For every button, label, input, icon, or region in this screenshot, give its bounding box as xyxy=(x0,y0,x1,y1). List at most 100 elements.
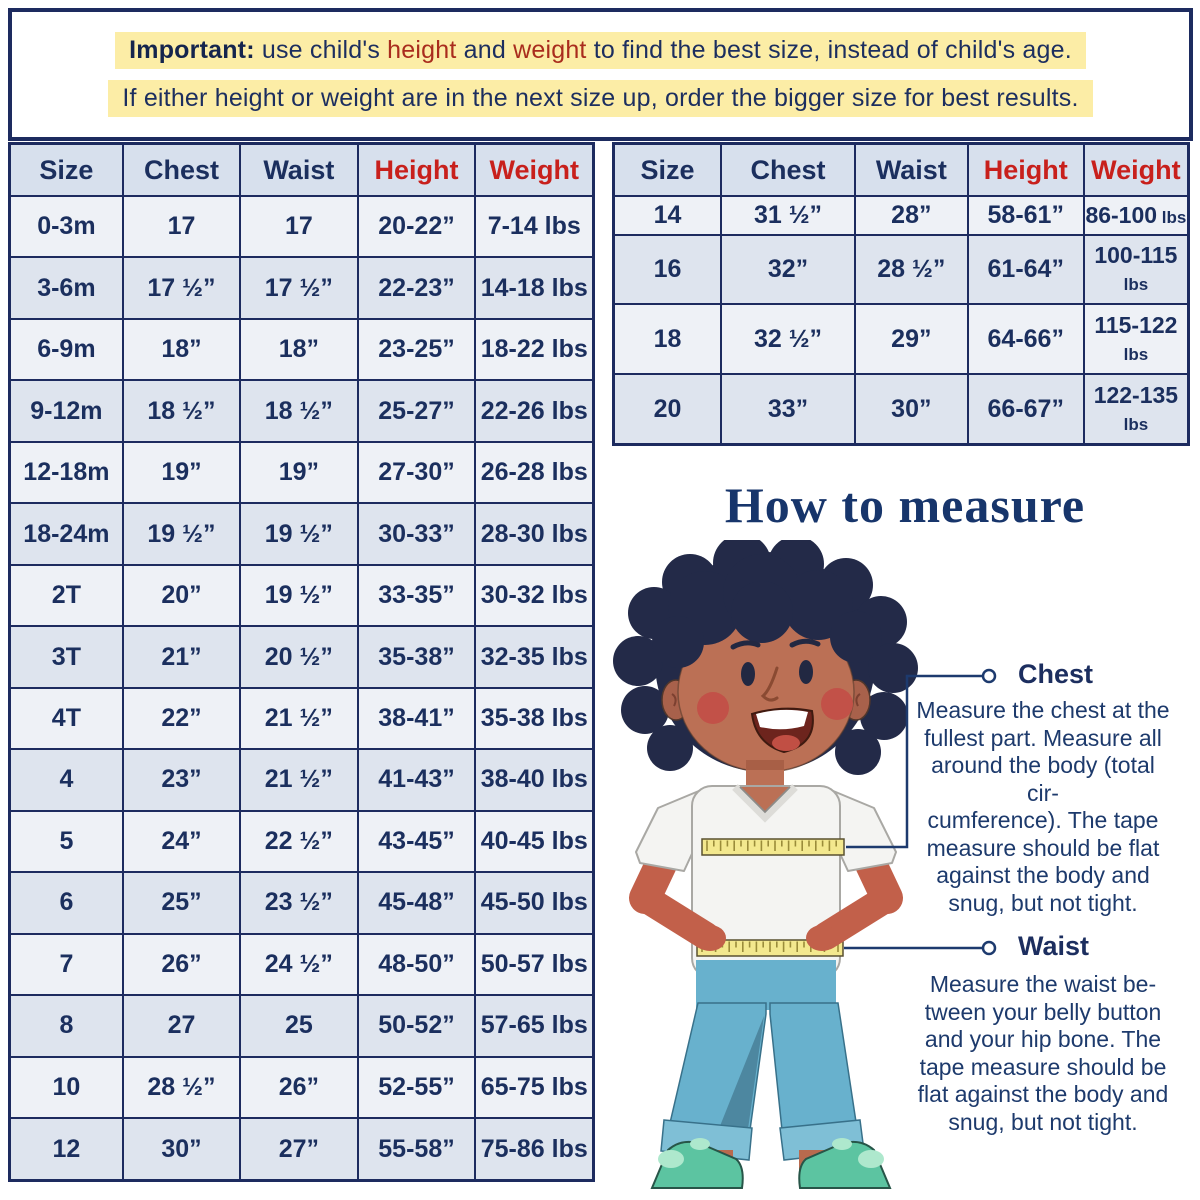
cell-size: 16 xyxy=(612,233,723,306)
cell-chest: 23” xyxy=(121,748,242,812)
header-row: Size Chest Waist Height Weight xyxy=(8,142,595,197)
cell-size: 0-3m xyxy=(8,194,124,259)
table-row: 12-18m 19” 19” 27-30” 26-28 lbs xyxy=(8,440,595,505)
cell-size: 14 xyxy=(612,195,723,236)
table-row: 0-3m 17 17 20-22” 7-14 lbs xyxy=(8,194,595,259)
cell-waist: 17 xyxy=(239,194,359,259)
column-header-weight: Weight xyxy=(1082,142,1190,197)
cell-chest: 17 ½” xyxy=(121,256,242,320)
callout-lines xyxy=(844,674,982,950)
important-note-line2: If either height or weight are in the ne… xyxy=(108,80,1093,117)
cell-size: 4T xyxy=(8,686,124,751)
cell-size: 8 xyxy=(8,994,124,1058)
cell-chest: 18 ½” xyxy=(121,379,242,443)
banner-line1-segment: and xyxy=(456,36,514,64)
cell-height: 66-67” xyxy=(966,373,1085,446)
cell-waist: 22 ½” xyxy=(239,809,359,874)
cheeks xyxy=(697,688,853,724)
cell-height: 22-23” xyxy=(356,256,477,320)
cell-weight: 30-32 lbs xyxy=(474,563,595,628)
cell-weight: 28-30 lbs xyxy=(474,502,595,566)
cell-waist: 26” xyxy=(239,1055,359,1120)
pants xyxy=(660,960,865,1161)
how-to-measure-title: How to measure xyxy=(724,477,1086,533)
cell-height: 58-61” xyxy=(966,195,1085,236)
banner-line1-segments: Important: use child's height and weight… xyxy=(129,36,1072,64)
waist-label: Waist xyxy=(1018,931,1090,961)
cell-height: 25-27” xyxy=(356,379,477,443)
cell-size: 3T xyxy=(8,625,124,689)
table-row: 16 32” 28 ½” 61-64” 100-115 lbs xyxy=(612,233,1190,306)
column-header-size: Size xyxy=(612,142,723,197)
important-note-banner: Important: use child's height and weight… xyxy=(8,8,1193,141)
cell-chest: 25” xyxy=(121,871,242,935)
column-header-size: Size xyxy=(8,142,124,197)
cell-size: 4 xyxy=(8,748,124,812)
cell-size: 6-9m xyxy=(8,317,124,382)
cell-weight: 86-100 lbs xyxy=(1082,195,1190,236)
banner-line1-segment: weight xyxy=(513,36,587,64)
cell-height: 52-55” xyxy=(356,1055,477,1120)
cell-waist: 19 ½” xyxy=(239,563,359,628)
table-row: 7 26” 24 ½” 48-50” 50-57 lbs xyxy=(8,932,595,997)
cell-size: 12 xyxy=(8,1117,124,1182)
weight-unit: lbs xyxy=(1123,345,1149,365)
cell-weight: 7-14 lbs xyxy=(474,194,595,259)
cell-size: 12-18m xyxy=(8,440,124,505)
cell-height: 20-22” xyxy=(356,194,477,259)
mouth xyxy=(750,707,814,754)
cell-chest: 30” xyxy=(121,1117,242,1182)
cell-height: 64-66” xyxy=(966,303,1085,376)
cell-weight: 26-28 lbs xyxy=(474,440,595,505)
cell-size: 5 xyxy=(8,809,124,874)
cell-height: 38-41” xyxy=(356,686,477,751)
cell-size: 2T xyxy=(8,563,124,628)
nose xyxy=(760,666,779,702)
cell-height: 41-43” xyxy=(356,748,477,812)
shoes xyxy=(650,1138,892,1189)
cell-chest: 19 ½” xyxy=(121,502,242,566)
cell-chest: 18” xyxy=(121,317,242,382)
cell-size: 18 xyxy=(612,303,723,376)
cell-weight: 32-35 lbs xyxy=(474,625,595,689)
weight-unit: lbs xyxy=(1123,275,1149,295)
cell-weight: 35-38 lbs xyxy=(474,686,595,751)
table-row: 6-9m 18” 18” 23-25” 18-22 lbs xyxy=(8,317,595,382)
banner-line1-segment: height xyxy=(387,36,457,64)
eyebrows xyxy=(730,638,821,650)
hands xyxy=(694,925,838,951)
cell-weight: 18-22 lbs xyxy=(474,317,595,382)
weight-value: 86-100 xyxy=(1085,201,1158,228)
table-row: 10 28 ½” 26” 52-55” 65-75 lbs xyxy=(8,1055,595,1120)
cell-chest: 31 ½” xyxy=(720,195,856,236)
baby-toddler-kids-size-table: Size Chest Waist Height Weight 0-3m 17 17 20-22… xyxy=(8,142,595,1182)
table-row: 4T 22” 21 ½” 38-41” 35-38 lbs xyxy=(8,686,595,751)
column-header-waist: Waist xyxy=(239,142,359,197)
table-row: 14 31 ½” 28” 58-61” 86-100 lbs xyxy=(612,195,1190,236)
column-header-weight: Weight xyxy=(474,142,595,197)
cell-weight: 122-135 lbs xyxy=(1082,373,1190,446)
table-row: 2T 20” 19 ½” 33-35” 30-32 lbs xyxy=(8,563,595,628)
cell-weight: 38-40 lbs xyxy=(474,748,595,812)
neck-shadow xyxy=(746,760,784,770)
child-with-measuring-tape-illustration xyxy=(613,540,997,1189)
table-row: 18-24m 19 ½” 19 ½” 30-33” 28-30 lbs xyxy=(8,502,595,566)
cell-size: 3-6m xyxy=(8,256,124,320)
cell-waist: 19 ½” xyxy=(239,502,359,566)
weight-value: 122-135 xyxy=(1093,382,1179,409)
v-neck-skin xyxy=(737,787,793,814)
banner-line1-segment: Important: xyxy=(129,36,255,64)
table-row: 4 23” 21 ½” 41-43” 38-40 lbs xyxy=(8,748,595,812)
chest-connector-dot xyxy=(981,668,997,684)
cell-waist: 21 ½” xyxy=(239,748,359,812)
table-row: 3-6m 17 ½” 17 ½” 22-23” 14-18 lbs xyxy=(8,256,595,320)
cell-weight: 57-65 lbs xyxy=(474,994,595,1058)
chest-tape-ticks xyxy=(706,840,838,851)
cell-height: 61-64” xyxy=(966,233,1085,306)
waist-instructions: Measure the waist be- tween your belly b… xyxy=(917,971,1169,1135)
table-row: 3T 21” 20 ½” 35-38” 32-35 lbs xyxy=(8,625,595,689)
cell-weight: 14-18 lbs xyxy=(474,256,595,320)
banner-line1-segment: to find the best size, instead of child'… xyxy=(586,36,1072,64)
column-header-chest: Chest xyxy=(720,142,856,197)
